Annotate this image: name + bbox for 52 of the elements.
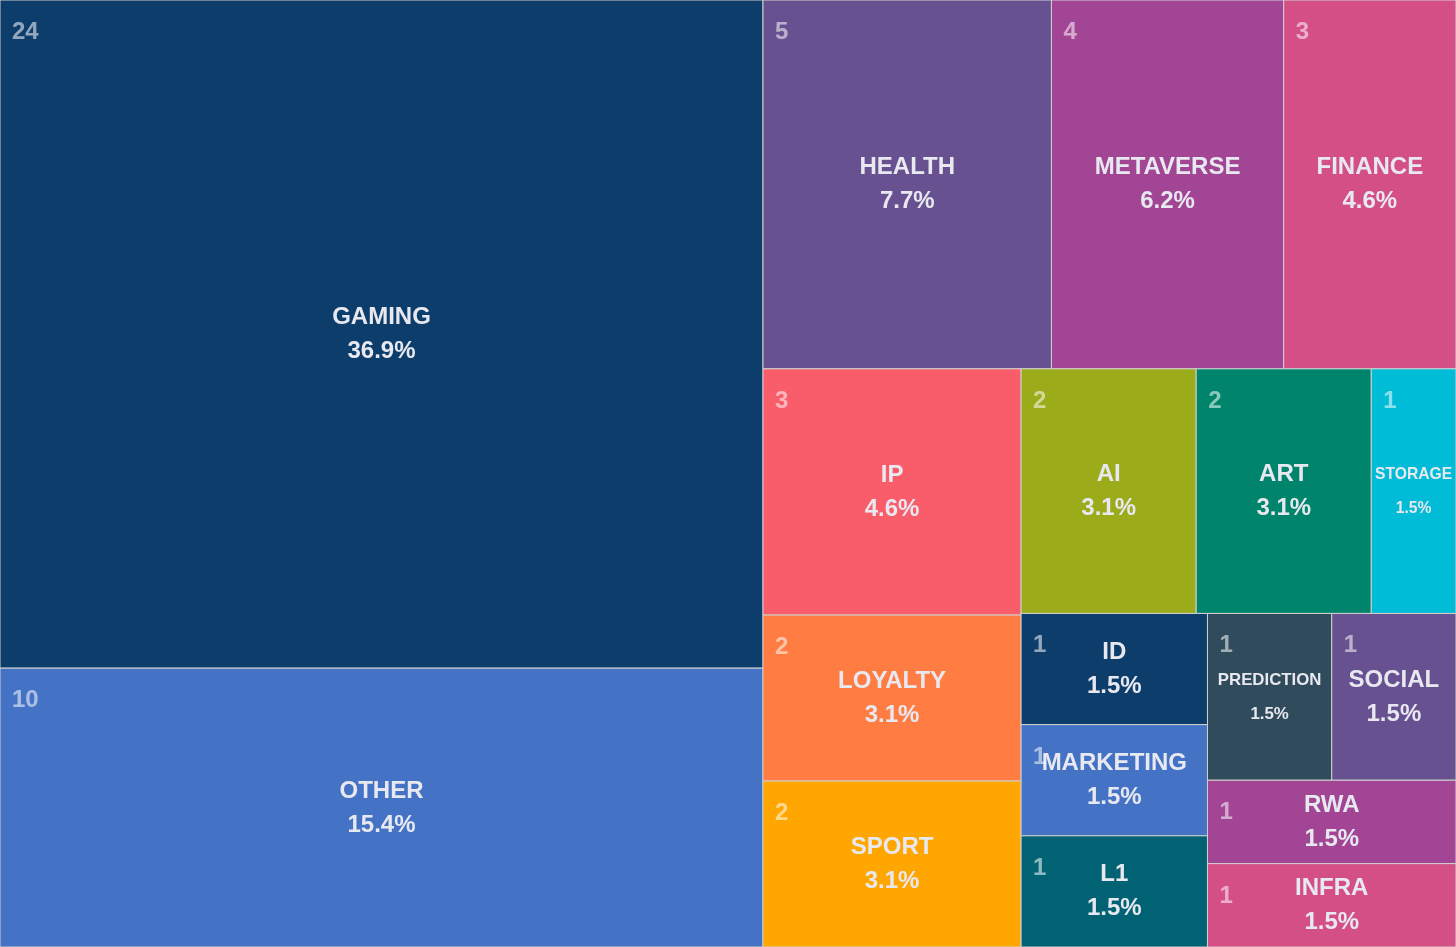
data-label: 1.5% <box>1304 907 1360 935</box>
category-label: RWA <box>1303 789 1360 817</box>
data-label: 4.6% <box>1342 186 1398 214</box>
data-label: 6.2% <box>1140 186 1195 214</box>
data-label: 3.1% <box>1256 493 1312 521</box>
data-label: 15.4% <box>347 809 416 837</box>
category-label: SPORT <box>850 832 934 860</box>
category-label: IP <box>880 459 904 487</box>
category-label: FINANCE <box>1316 152 1424 180</box>
text: 1 <box>1219 797 1233 825</box>
text: 1 <box>1033 852 1047 880</box>
text: 1 <box>1219 880 1233 908</box>
category-label: GAMING <box>332 302 431 330</box>
data-label: 1.5% <box>1250 703 1289 723</box>
data-label: 1.5% <box>1086 782 1142 810</box>
category-label: STORAGE <box>1374 465 1453 483</box>
category-label: HEALTH <box>859 152 955 180</box>
data-label: 1.5% <box>1366 698 1422 726</box>
text: 2 <box>1208 385 1222 413</box>
text: 10 <box>12 685 39 713</box>
category-label: ID <box>1102 637 1127 665</box>
data-label: 4.6% <box>864 493 920 521</box>
text: 3 <box>775 385 789 413</box>
category-label: METAVERSE <box>1094 152 1241 180</box>
text: 2 <box>1033 385 1047 413</box>
text: 5 <box>775 17 789 44</box>
category-label: OTHER <box>339 775 424 803</box>
text: 1 <box>1033 630 1047 658</box>
text: 2 <box>775 632 789 660</box>
data-label: 1.5% <box>1086 671 1142 699</box>
data-label: 1.5% <box>1395 499 1432 517</box>
text: 4 <box>1063 17 1078 44</box>
text: 2 <box>775 798 789 826</box>
category-label: SOCIAL <box>1348 664 1440 692</box>
category-label: PREDICTION <box>1217 669 1322 689</box>
text: 1 <box>1219 630 1233 658</box>
data-label: 36.9% <box>347 336 416 364</box>
category-label: L1 <box>1100 859 1129 887</box>
category-label: LOYALTY <box>838 666 947 694</box>
data-label: 3.1% <box>864 700 920 728</box>
text: 24 <box>12 17 40 44</box>
data-label: 3.1% <box>864 866 920 894</box>
text: 1 <box>1383 385 1397 413</box>
text: 1 <box>1343 630 1358 658</box>
category-label: INFRA <box>1295 873 1369 901</box>
category-label: AI <box>1096 459 1121 487</box>
data-label: 1.5% <box>1304 823 1360 851</box>
text: 3 <box>1295 17 1310 44</box>
category-label: ART <box>1259 459 1309 487</box>
data-label: 1.5% <box>1086 893 1142 921</box>
data-label: 7.7% <box>879 186 935 214</box>
data-label: 3.1% <box>1081 493 1136 521</box>
